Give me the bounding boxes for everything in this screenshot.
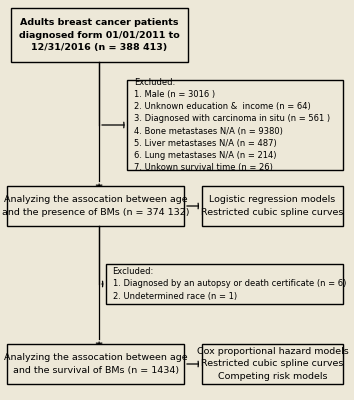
Text: Analyzing the assocation between age
and the survival of BMs (n = 1434): Analyzing the assocation between age and… xyxy=(4,354,187,374)
Text: Excluded:
1. Male (n = 3016 )
2. Unknown education &  income (n = 64)
3. Diagnos: Excluded: 1. Male (n = 3016 ) 2. Unknown… xyxy=(134,78,330,172)
Text: Logistic regression models
Restricted cubic spline curves: Logistic regression models Restricted cu… xyxy=(201,196,344,216)
FancyBboxPatch shape xyxy=(202,186,343,226)
Text: Excluded:
1. Diagnosed by an autopsy or death certificate (n = 6)
2. Undetermine: Excluded: 1. Diagnosed by an autopsy or … xyxy=(113,267,346,301)
FancyBboxPatch shape xyxy=(106,264,343,304)
FancyBboxPatch shape xyxy=(11,8,188,62)
FancyBboxPatch shape xyxy=(202,344,343,384)
FancyBboxPatch shape xyxy=(7,186,184,226)
Text: Analyzing the assocation between age
and the presence of BMs (n = 374 132): Analyzing the assocation between age and… xyxy=(2,196,189,216)
FancyBboxPatch shape xyxy=(7,344,184,384)
FancyBboxPatch shape xyxy=(127,80,343,170)
Text: Cox proportional hazard models
Restricted cubic spline curves
Competing risk mod: Cox proportional hazard models Restricte… xyxy=(197,347,348,381)
Text: Adults breast cancer patients
diagnosed form 01/01/2011 to
12/31/2016 (n = 388 4: Adults breast cancer patients diagnosed … xyxy=(19,18,179,52)
